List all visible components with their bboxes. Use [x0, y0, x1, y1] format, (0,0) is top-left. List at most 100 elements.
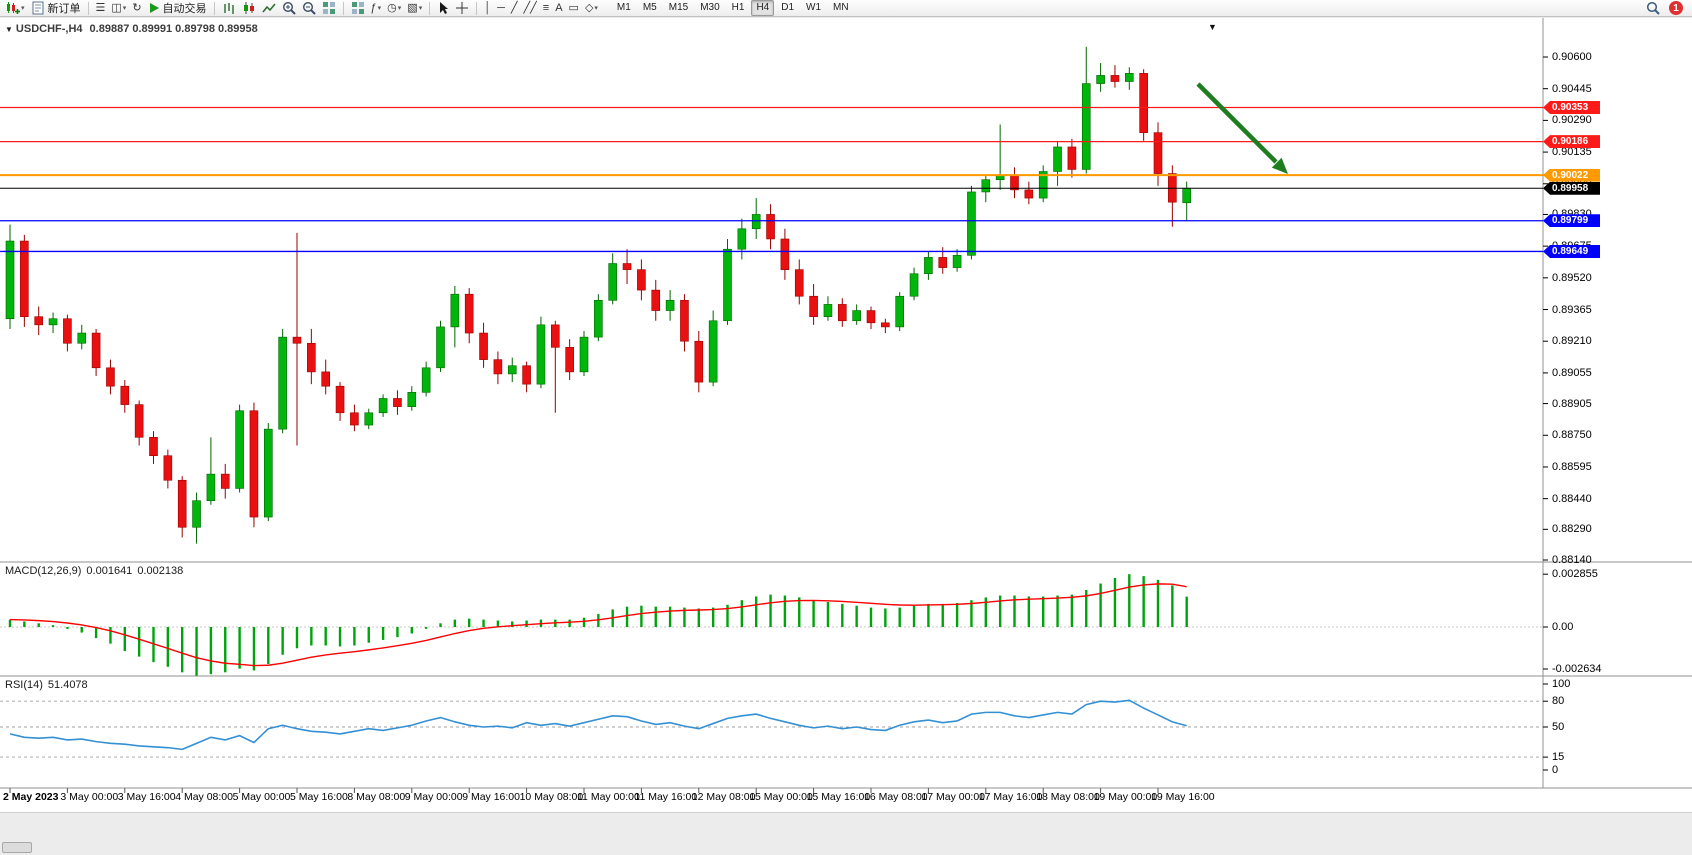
vertical-line-icon[interactable]: │ — [484, 2, 492, 14]
time-axis-label: 19 May 16:00 — [1151, 791, 1215, 803]
crosshair-icon[interactable] — [453, 1, 471, 16]
current-price-line-price-tag[interactable]: 0.89958 — [1543, 181, 1600, 195]
toolbar: ▾ 新订单 ☰ ◫ ▾ ↻ 自动交易 ƒ ▾ ◷ ▾ ▧ ▾ │ ─ ╱ ╱╱ ≡ A ▭ ◇ ▾ M1 M5 M15 M30 H… — [0, 0, 1692, 17]
rsi-scale-label: 100 — [1552, 678, 1571, 690]
chevron-down-icon: ▾ — [594, 5, 598, 12]
periods-icon[interactable]: ◷ ▾ — [387, 2, 402, 14]
timeframe-button-MN[interactable]: MN — [833, 2, 849, 13]
market-depth-icon[interactable]: ☰ — [95, 2, 106, 14]
horizontal-lines[interactable] — [0, 106, 1543, 253]
chart-window[interactable]: ▼ USDCHF-,H4 0.89887 0.89991 0.89798 0.899… — [0, 18, 1692, 812]
chart-ohlc-values: 0.89887 0.89991 0.89798 0.89958 — [89, 23, 258, 35]
rsi-panel — [0, 683, 1548, 771]
timeframe-button-M30[interactable]: M30 — [700, 2, 720, 13]
scroll-to-end-icon[interactable]: ▼ — [1208, 22, 1217, 32]
toolbar-right: 1 — [1643, 1, 1683, 16]
rsi-indicator-label: RSI(14) 51.4078 — [5, 679, 93, 691]
shapes-icon[interactable]: ◇ ▾ — [584, 2, 598, 14]
time-axis-label: 17 May 16:00 — [978, 791, 1043, 803]
price-axis-label: 0.89055 — [1552, 366, 1592, 379]
time-axis-label: 15 May 00:00 — [749, 791, 813, 803]
time-axis-label: 2 May 2023 — [3, 791, 59, 803]
price-axis-ticks — [1543, 56, 1548, 561]
resistance-line-1-price-tag[interactable]: 0.90353 — [1543, 101, 1600, 114]
price-axis-label: 0.88750 — [1552, 429, 1592, 442]
price-axis-label: 0.88905 — [1552, 397, 1592, 410]
trendline-icon[interactable]: ╱ — [510, 2, 518, 14]
chevron-down-icon: ▾ — [377, 5, 382, 12]
timeframe-button-D1[interactable]: D1 — [781, 2, 795, 13]
price-chart-canvas[interactable] — [0, 18, 1692, 812]
time-axis-label: 11 May 00:00 — [577, 791, 640, 803]
scrollbar-thumb[interactable] — [2, 842, 32, 853]
time-axis-label: 16 May 08:00 — [864, 791, 928, 803]
zoom-out-icon[interactable] — [300, 1, 318, 16]
time-axis-label: 17 May 00:00 — [921, 791, 986, 803]
rsi-name: RSI(14) — [5, 679, 43, 691]
label-icon[interactable]: ▭ — [568, 2, 579, 14]
macd-scale-label: 0.002855 — [1552, 568, 1598, 581]
line-chart-icon[interactable] — [260, 1, 278, 16]
macd-panel — [0, 573, 1548, 676]
bar-chart-icon[interactable] — [220, 1, 238, 16]
fibonacci-icon[interactable]: ≡ — [542, 2, 550, 14]
toolbar-separator — [213, 1, 215, 15]
search-icon[interactable] — [1644, 1, 1662, 16]
timeframe-button-M5[interactable]: M5 — [642, 2, 657, 13]
macd-indicator-label: MACD(12,26,9) 0.001641 0.002138 — [5, 565, 188, 577]
chart-title: ▼ USDCHF-,H4 0.89887 0.89991 0.89798 0.899… — [5, 23, 258, 35]
support-line-1-price-tag[interactable]: 0.89799 — [1543, 214, 1600, 228]
candlestick-chart-icon[interactable] — [240, 1, 258, 16]
zoom-in-icon[interactable] — [280, 1, 298, 16]
indicators-icon[interactable]: ƒ ▾ — [370, 2, 382, 14]
price-axis-label: 0.88440 — [1552, 492, 1592, 505]
price-axis-label: 0.90445 — [1552, 82, 1592, 95]
macd-scale-label: -0.002634 — [1552, 663, 1602, 675]
panel-separators[interactable] — [0, 18, 1692, 789]
chevron-down-icon: ▾ — [418, 5, 423, 12]
timeframe-button-M15[interactable]: M15 — [668, 2, 689, 13]
horizontal-line-icon[interactable]: ─ — [497, 2, 505, 14]
rsi-scale-label: 80 — [1552, 695, 1565, 708]
price-axis-label: 0.88290 — [1552, 523, 1592, 536]
notification-badge[interactable]: 1 — [1669, 1, 1683, 15]
cursor-icon[interactable] — [435, 1, 451, 16]
toolbar-buttons: ▾ 新订单 ☰ ◫ ▾ ↻ 自动交易 ƒ ▾ ◷ ▾ ▧ ▾ │ ─ ╱ ╱╱ ≡ A ▭ ◇ ▾ — [3, 1, 601, 16]
rsi-value: 51.4078 — [47, 679, 88, 691]
resistance-line-2-price-tag[interactable]: 0.90186 — [1543, 135, 1600, 149]
macd-value: 0.001641 — [86, 565, 133, 577]
time-axis-label: 18 May 08:00 — [1036, 791, 1100, 803]
time-axis-label: 3 May 16:00 — [117, 791, 176, 803]
rsi-line — [9, 699, 1187, 751]
text-icon[interactable]: A — [555, 2, 563, 14]
support-line-2-price-tag[interactable]: 0.89649 — [1543, 244, 1600, 258]
timeframe-button-W1[interactable]: W1 — [806, 2, 822, 13]
timeframe-button-H4[interactable]: H4 — [751, 0, 775, 16]
timeframe-button-H1[interactable]: H1 — [731, 2, 745, 13]
channel-icon[interactable]: ╱╱ — [523, 2, 537, 14]
rsi-scale-label: 0 — [1552, 764, 1559, 776]
refresh-icon[interactable]: ↻ — [132, 2, 142, 14]
new-order-button[interactable]: 新订单 — [29, 1, 83, 16]
price-axis-label: 0.89520 — [1552, 271, 1592, 284]
time-axis-label: 9 May 16:00 — [462, 791, 520, 803]
tile-windows-icon[interactable] — [320, 1, 338, 16]
autotrading-button[interactable]: 自动交易 — [146, 1, 209, 16]
rsi-scale-label: 15 — [1552, 751, 1565, 764]
timeframe-button-M1[interactable]: M1 — [616, 2, 631, 13]
trend-arrow[interactable] — [1196, 82, 1288, 174]
templates-icon[interactable]: ▧ ▾ — [407, 2, 423, 14]
new-chart-button[interactable]: ▾ — [4, 1, 27, 16]
time-axis-label: 8 May 08:00 — [347, 791, 406, 803]
auto-arrange-icon[interactable] — [349, 1, 367, 16]
profiles-icon[interactable]: ◫ ▾ — [111, 2, 127, 14]
macd-signal-line — [9, 583, 1187, 667]
time-axis-label: 15 May 16:00 — [806, 791, 871, 803]
chevron-down-icon: ▾ — [122, 5, 127, 12]
horizontal-scrollbar[interactable] — [0, 812, 1692, 855]
pivot-line-orange-price-tag[interactable]: 0.90022 — [1543, 168, 1600, 182]
toolbar-separator — [87, 1, 89, 15]
chart-dropdown-icon[interactable]: ▼ — [5, 25, 13, 34]
rsi-scale-label: 50 — [1552, 721, 1565, 733]
time-axis-ticks — [9, 788, 1159, 793]
